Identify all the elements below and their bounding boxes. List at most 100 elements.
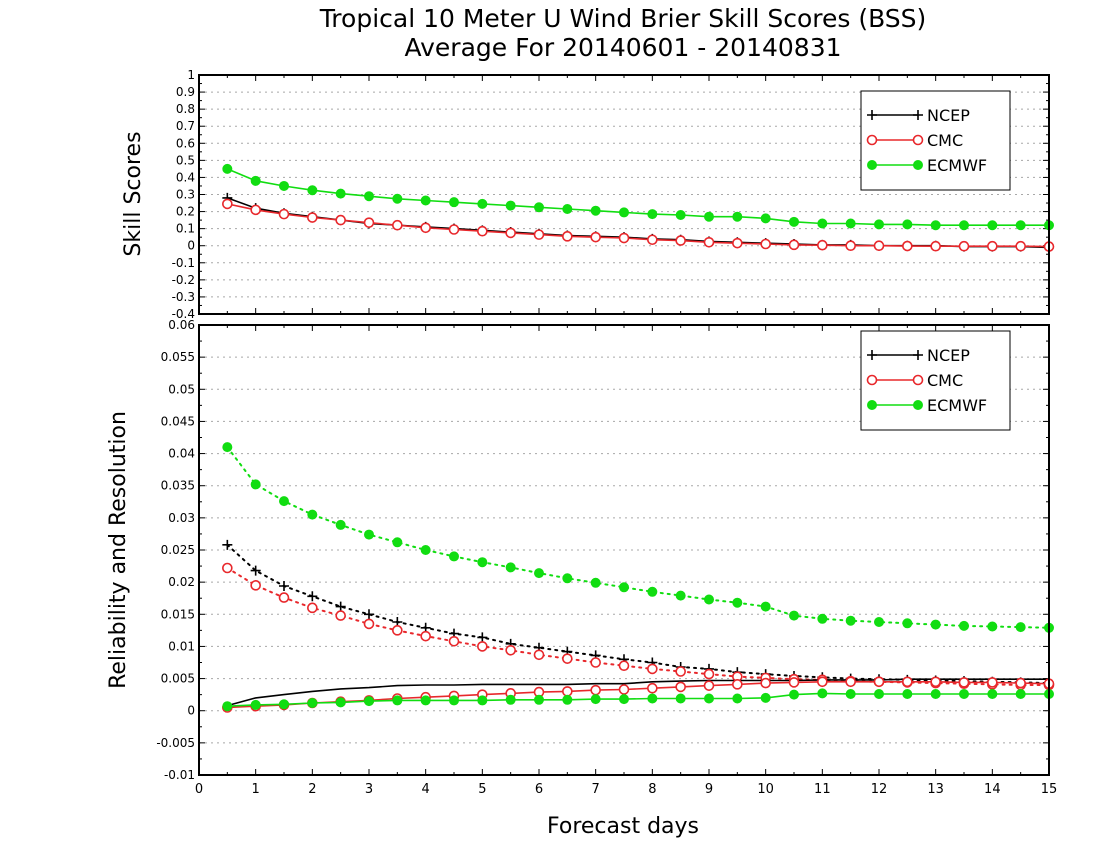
y-axis-label: Reliability and Resolution [106, 411, 131, 689]
x-tick-label: 14 [984, 782, 1001, 797]
data-point-filled-circle [619, 694, 629, 705]
y-tick-label: 0.7 [176, 119, 195, 133]
data-point-filled-circle [874, 689, 884, 699]
data-point-filled-circle [913, 160, 923, 170]
data-point-filled-circle [1015, 622, 1026, 633]
data-point-open-circle [760, 677, 771, 689]
series-line [226, 567, 1050, 686]
data-point-open-circle [278, 208, 290, 220]
data-point-open-circle [647, 663, 658, 675]
data-point-filled-circle [307, 509, 318, 520]
data-point-filled-circle [250, 175, 261, 186]
data-point-filled-circle [449, 695, 459, 706]
y-tick-label: 0.035 [161, 479, 195, 493]
data-point-filled-circle [817, 218, 828, 229]
data-point-filled-circle [307, 698, 318, 708]
data-point-open-circle [703, 668, 715, 680]
data-point-open-circle [873, 676, 885, 688]
data-point-filled-circle [562, 694, 573, 705]
data-point-open-circle [902, 676, 913, 688]
data-point-open-circle [363, 217, 375, 228]
y-tick-label: 0.9 [176, 85, 195, 99]
data-point-open-circle [647, 682, 658, 694]
data-point-open-circle [817, 676, 828, 688]
data-point-filled-circle [505, 200, 516, 211]
data-point-filled-circle [845, 218, 856, 229]
data-point-filled-circle [704, 211, 714, 222]
data-point-filled-circle [449, 197, 459, 208]
data-point-open-circle [618, 232, 630, 244]
y-tick-label: -0.01 [164, 768, 195, 782]
data-point-open-circle [307, 602, 318, 614]
data-point-filled-circle [534, 202, 544, 213]
data-point-open-circle [448, 635, 460, 647]
data-point-open-circle [873, 240, 885, 252]
data-point-open-circle [505, 644, 516, 656]
legend: NCEP CMC ECMWF [860, 90, 1011, 191]
data-point-open-circle [732, 679, 743, 690]
data-point-open-circle [250, 580, 261, 591]
x-tick-label: 1 [252, 782, 260, 797]
data-point-open-circle [817, 239, 828, 251]
plot-frame [198, 324, 1050, 776]
data-point-open-circle [1015, 240, 1026, 252]
y-tick-label: -0.4 [172, 307, 195, 321]
y-tick-label: 0.1 [176, 222, 195, 236]
data-point-open-circle [533, 649, 545, 661]
data-point-open-circle [866, 374, 878, 386]
data-point-open-circle [788, 239, 800, 251]
data-point-filled-circle [760, 601, 771, 612]
series-line [227, 692, 1049, 707]
data-point-open-circle [930, 240, 941, 252]
data-point-filled-circle [930, 689, 941, 699]
y-tick-label: 0.005 [161, 672, 195, 686]
data-point-plus [279, 581, 289, 591]
reliability-resolution-panel: 0.060.0550.050.0450.040.0350.030.0250.02… [106, 318, 1057, 797]
data-point-open-circle [250, 204, 261, 216]
data-point-open-circle [222, 562, 233, 574]
data-point-open-circle [420, 222, 431, 234]
data-point-filled-circle [279, 496, 289, 507]
y-tick-label: -0.1 [172, 256, 195, 270]
data-point-filled-circle [913, 400, 923, 410]
y-tick-label: 0.4 [176, 170, 195, 184]
data-point-open-circle [647, 234, 658, 246]
data-point-filled-circle [704, 594, 714, 605]
data-point-filled-circle [732, 597, 743, 608]
data-point-filled-circle [930, 220, 941, 231]
x-tick-label: 15 [1041, 782, 1058, 797]
x-tick-label: 13 [927, 782, 944, 797]
data-point-filled-circle [987, 689, 998, 699]
y-tick-label: -0.2 [172, 273, 195, 287]
legend-label: ECMWF [927, 396, 987, 415]
data-point-filled-circle [789, 216, 799, 227]
data-point-filled-circle [987, 621, 998, 632]
x-tick-label: 3 [365, 782, 373, 797]
y-axis-label: Skill Scores [121, 131, 146, 256]
data-point-plus [250, 565, 261, 576]
series-ecmwf-dotted [222, 442, 1054, 633]
data-point-filled-circle [590, 205, 601, 216]
x-tick-label: 7 [592, 782, 600, 797]
data-point-open-circle [477, 225, 488, 237]
data-point-open-circle [703, 237, 715, 248]
y-tick-label: 0.3 [176, 188, 195, 202]
data-point-plus [335, 601, 346, 612]
data-point-open-circle [912, 134, 924, 146]
data-point-filled-circle [732, 693, 743, 704]
y-tick-label: -0.3 [172, 290, 195, 304]
data-point-filled-circle [732, 211, 743, 222]
data-point-open-circle [788, 677, 800, 688]
data-point-open-circle [760, 238, 771, 250]
data-point-plus [477, 632, 488, 643]
data-point-filled-circle [420, 695, 431, 706]
data-point-filled-circle [534, 568, 544, 579]
data-point-filled-circle [619, 582, 629, 593]
y-tick-label: 0.055 [161, 350, 195, 364]
data-point-open-circle [703, 680, 715, 691]
data-point-filled-circle [675, 693, 686, 704]
data-point-open-circle [505, 227, 516, 239]
x-tick-label: 12 [871, 782, 888, 797]
data-point-open-circle [987, 677, 998, 688]
